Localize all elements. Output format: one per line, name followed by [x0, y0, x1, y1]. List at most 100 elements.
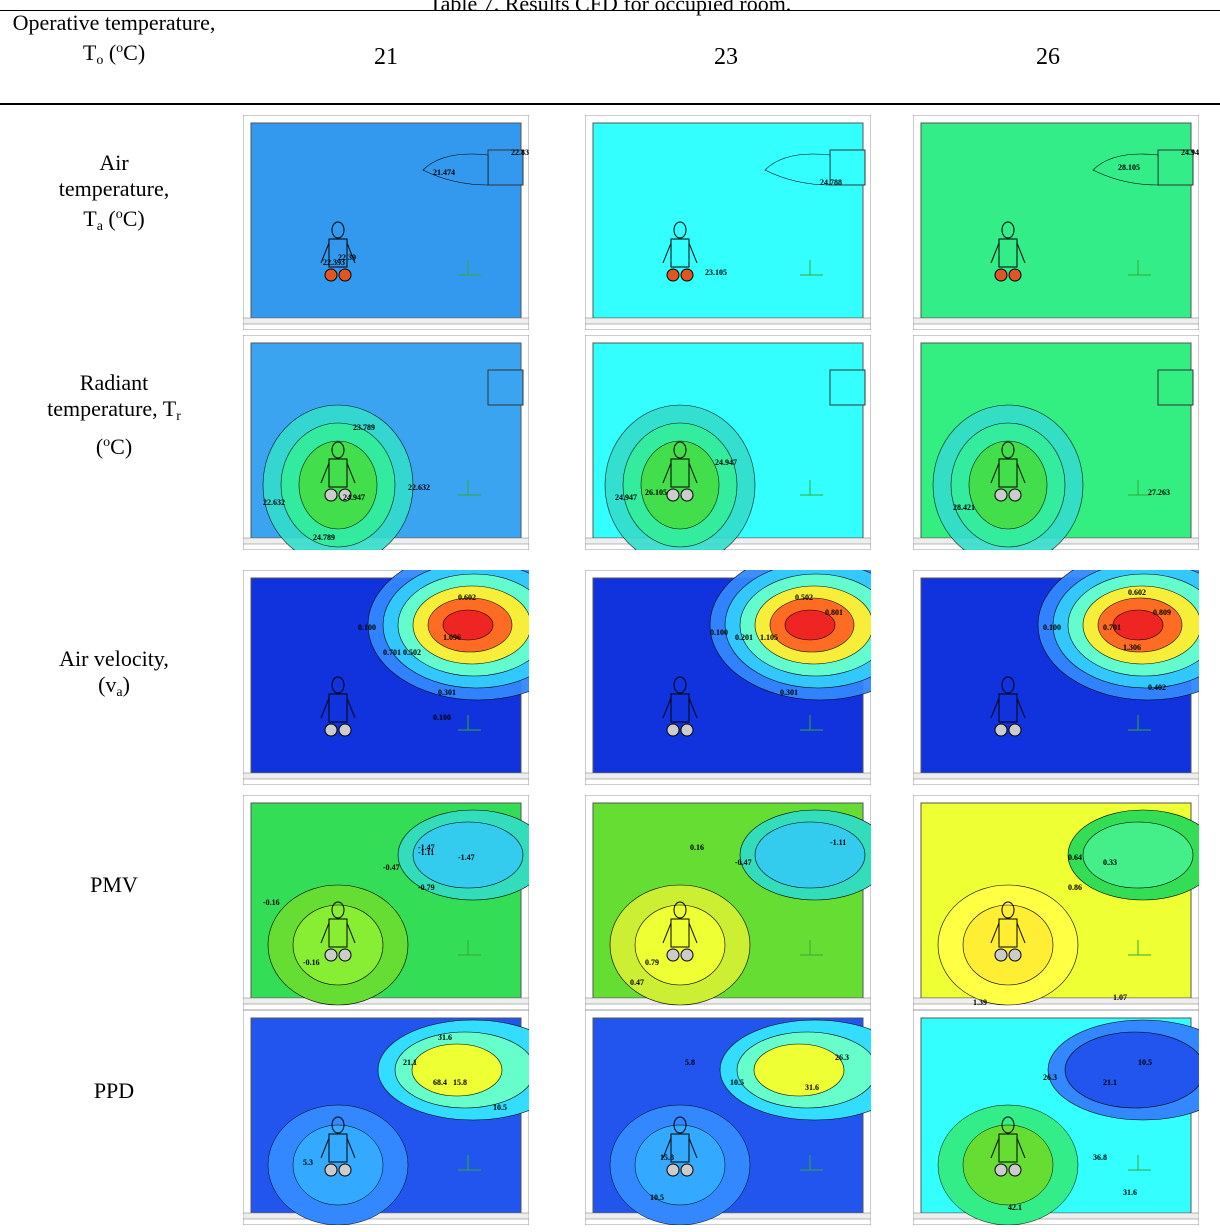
- contour-label: 31.6: [1123, 1188, 1137, 1197]
- contour-label: 0.301: [438, 688, 456, 697]
- contour-label: 42.1: [1008, 1203, 1022, 1212]
- contour-label: 27.263: [1148, 488, 1170, 497]
- contour-label: 5.3: [303, 1158, 313, 1167]
- column-head-21: 21: [374, 44, 398, 70]
- row-label-line1: Air velocity,: [59, 646, 169, 671]
- axis-icon: [1128, 715, 1151, 731]
- axis-icon: [800, 480, 823, 496]
- contour-plot: 28.105 24.947: [913, 115, 1199, 330]
- row-label-line1: Air: [99, 150, 129, 175]
- contour-label: -0.47: [383, 863, 400, 872]
- contour-label: 10.5: [493, 1103, 507, 1112]
- contour-label: 1.306: [1123, 643, 1141, 652]
- contour-label: 0.64: [1068, 853, 1082, 862]
- contour-label: 23.105: [705, 268, 727, 277]
- contour-image-air-velocity-26: 0.602 0.809 0.100 0.701 1.306 0.402: [913, 570, 1199, 785]
- contour-label: 0.701: [383, 648, 401, 657]
- axis-icon: [800, 1155, 823, 1171]
- contour-label: 21.1: [403, 1058, 417, 1067]
- axis-icon: [458, 715, 481, 731]
- contour-label: 0.47: [630, 978, 644, 987]
- contour-plot: 24.788 23.105: [585, 115, 871, 330]
- contour-plot: 0.602 0.100 0.701 0.502 1.096 0.301 0.100: [243, 570, 529, 785]
- row-label-symbol: T: [83, 206, 97, 231]
- manikin-figure: [990, 676, 1026, 737]
- manikin-figure: [320, 901, 356, 962]
- row-label-air-temperature: Air temperature, Ta (oC): [0, 150, 228, 240]
- manikin-figure: [662, 901, 698, 962]
- manikin-figure: [320, 1116, 356, 1177]
- contour-label: 10.5: [650, 1193, 664, 1202]
- contour-label: 0.16: [690, 843, 704, 852]
- manikin-figure: [320, 676, 356, 737]
- contour-label: 15.8: [453, 1078, 467, 1087]
- contour-label: 0.701: [1103, 623, 1121, 632]
- contour-label: 24.947: [343, 493, 365, 502]
- contour-label: 0.502: [795, 593, 813, 602]
- contour-label: 0.809: [1153, 608, 1171, 617]
- contour-label: 0.402: [1148, 683, 1166, 692]
- header-rule: [0, 103, 1220, 105]
- contour-label: 0.100: [710, 628, 728, 637]
- axis-icon: [458, 260, 481, 276]
- contour-label: 21.1: [1103, 1078, 1117, 1087]
- plot-field: [250, 122, 522, 319]
- header-sup: o: [116, 41, 124, 56]
- contour-plot: 26.3 21.1 10.5 36.8 31.6 42.1: [913, 1010, 1199, 1225]
- contour-label: 0.602: [1128, 588, 1146, 597]
- manikin-figure: [662, 441, 698, 502]
- contour-label: 22.39: [338, 253, 356, 262]
- row-label-radiant-temperature: Radiant temperature, Tr (oC): [0, 370, 228, 460]
- header-row-label: Operative temperature, To (oC): [0, 10, 228, 74]
- column-head-26: 26: [1036, 44, 1060, 70]
- contour-image-pmv-21: -1.11 -1.47 -0.47 -0.79 -1.47 -0.16 -0.16: [243, 795, 529, 1010]
- contour-label: 0.100: [433, 713, 451, 722]
- contour-label: 26.3: [835, 1053, 849, 1062]
- contour-label: -0.47: [735, 858, 752, 867]
- contour-label: 22.833: [511, 148, 529, 157]
- contour-label: 28.105: [1118, 163, 1140, 172]
- contour-plot: 0.16 -0.47 -1.11 0.79 0.47: [585, 795, 871, 1010]
- contour-label: -1.47: [458, 853, 475, 862]
- contour-label: 0.33: [1103, 858, 1117, 867]
- manikin-figure: [990, 901, 1026, 962]
- contour-label: 26.3: [1043, 1073, 1057, 1082]
- contour-plot: 23.789 22.632 24.947 22.632 24.789: [243, 335, 529, 550]
- manikin-figure: [990, 221, 1026, 282]
- contour-label: 28.421: [953, 503, 975, 512]
- contour-label: 0.79: [645, 958, 659, 967]
- manikin-figure: [662, 1116, 698, 1177]
- contour-label: 24.947: [715, 458, 737, 467]
- contour-label: 15.8: [660, 1153, 674, 1162]
- diffuser-box: [829, 369, 866, 406]
- contour-label: 1.105: [760, 633, 778, 642]
- contour-label: 24.788: [820, 178, 842, 187]
- row-label-unit: (: [95, 434, 104, 459]
- axis-icon: [1128, 1155, 1151, 1171]
- table-caption: Table 7. Results CFD for occupied room.: [428, 0, 792, 16]
- contour-label: -0.16: [303, 958, 320, 967]
- row-label-sub: r: [176, 409, 181, 424]
- contour-image-ppd-23: 5.8 10.5 31.6 26.3 15.8 10.5: [585, 1010, 871, 1225]
- manikin-figure: [990, 1116, 1026, 1177]
- contour-plot: 0.64 0.33 0.86 1.39 1.07: [913, 795, 1199, 1010]
- plot-field: [920, 122, 1192, 319]
- contour-plot: 0.502 0.801 0.100 0.201 1.105 0.301: [585, 570, 871, 785]
- axis-icon: [458, 1155, 481, 1171]
- axis-icon: [1128, 940, 1151, 956]
- contour-label: 1.07: [1113, 993, 1127, 1002]
- contour-label: 31.6: [805, 1083, 819, 1092]
- contour-label: 10.5: [730, 1078, 744, 1087]
- manikin-figure: [320, 441, 356, 502]
- contour-label: 0.602: [458, 593, 476, 602]
- header-unit-open: (: [108, 40, 117, 65]
- contour-label: 31.6: [438, 1033, 452, 1042]
- contour-label: 0.100: [358, 623, 376, 632]
- contour-image-radiant-temp-23: 24.947 26.105 24.947: [585, 335, 871, 550]
- diffuser-box: [1157, 149, 1194, 186]
- diffuser-box: [1157, 369, 1194, 406]
- contour-label: -0.79: [418, 883, 435, 892]
- axis-icon: [1128, 260, 1151, 276]
- diffuser-box: [487, 369, 524, 406]
